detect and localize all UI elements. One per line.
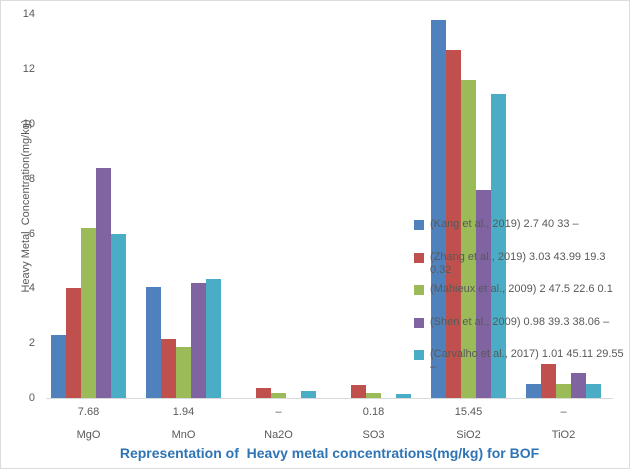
bar-SO3-series3 — [366, 393, 381, 398]
legend-label: (Zhang et al., 2019) 3.03 43.99 19.3 0.32 — [430, 251, 606, 276]
x-category-label: SiO2 — [456, 429, 481, 441]
legend-swatch-icon — [414, 318, 424, 328]
bar-MgO-series3 — [81, 228, 96, 398]
legend-swatch-icon — [414, 285, 424, 295]
y-axis-title: Heavy Metal Concentration(mg/kg) — [20, 119, 32, 293]
bar-Na2O-series2 — [256, 388, 271, 398]
bar-SO3-series5 — [396, 394, 411, 398]
y-tick-label: 14 — [22, 8, 35, 21]
bar-Na2O-series5 — [301, 391, 316, 398]
legend-item: (Kang et al., 2019) 2.7 40 33 – — [414, 218, 579, 231]
legend-swatch-icon — [414, 220, 424, 230]
x-value-label: – — [560, 406, 567, 418]
chart-title: Representation of Heavy metal concentrat… — [119, 445, 540, 461]
x-category-label: MnO — [171, 429, 196, 441]
bar-MnO-series4 — [191, 283, 206, 398]
x-value-label: 0.18 — [362, 406, 385, 418]
bar-MnO-series2 — [161, 339, 176, 398]
legend-item: (Carvalho et al., 2017) 1.01 45.11 29.55… — [414, 348, 624, 374]
y-tick-label: 0 — [28, 392, 35, 404]
x-value-label: 15.45 — [454, 406, 483, 418]
legend-label: (Kang et al., 2019) 2.7 40 33 – — [430, 218, 579, 230]
bar-SiO2-series1 — [431, 20, 446, 398]
bar-SiO2-series5 — [491, 94, 506, 398]
x-category-label: TiO2 — [551, 429, 576, 441]
x-category-label: SO3 — [362, 429, 385, 441]
bar-SiO2-series3 — [461, 80, 476, 398]
bar-MgO-series4 — [96, 168, 111, 398]
y-tick-label: 2 — [28, 337, 35, 350]
legend-label: (Shen et al., 2009) 0.98 39.3 38.06 – — [430, 316, 610, 328]
legend-swatch-icon — [414, 350, 424, 360]
x-value-label: 1.94 — [172, 406, 195, 418]
legend-swatch-icon — [414, 253, 424, 263]
bar-SO3-series2 — [351, 385, 366, 398]
legend-label: (Carvalho et al., 2017) 1.01 45.11 29.55… — [430, 348, 624, 373]
legend-item: (Shen et al., 2009) 0.98 39.3 38.06 – — [414, 316, 609, 329]
bar-TiO2-series5 — [586, 384, 601, 398]
bar-MgO-series1 — [51, 335, 66, 398]
y-tick-label: 4 — [28, 282, 35, 295]
bar-Na2O-series3 — [271, 393, 286, 398]
x-value-label: 7.68 — [77, 406, 100, 418]
y-tick-label: 12 — [22, 63, 35, 76]
legend-item: (Zhang et al., 2019) 3.03 43.99 19.3 0.32 — [414, 251, 606, 277]
x-axis-line — [46, 398, 613, 399]
bar-MgO-series5 — [111, 234, 126, 398]
bar-TiO2-series2 — [541, 364, 556, 398]
bar-MnO-series1 — [146, 287, 161, 398]
legend-item: (Mahieux et al., 2009) 2 47.5 22.6 0.1 — [414, 283, 613, 296]
bar-SiO2-series2 — [446, 50, 461, 398]
y-tick-label: 8 — [28, 172, 35, 185]
bar-SiO2-series4 — [476, 190, 491, 398]
y-tick-label: 6 — [28, 227, 35, 240]
y-tick-label: 10 — [22, 118, 35, 130]
legend-label: (Mahieux et al., 2009) 2 47.5 22.6 0.1 — [430, 283, 613, 295]
x-value-label: – — [275, 406, 282, 418]
x-category-label: Na2O — [264, 429, 293, 441]
bar-MnO-series5 — [206, 279, 221, 398]
bar-MgO-series2 — [66, 288, 81, 398]
x-category-label: MgO — [76, 429, 101, 441]
bar-TiO2-series3 — [556, 384, 571, 398]
bar-TiO2-series4 — [571, 373, 586, 398]
bar-MnO-series3 — [176, 347, 191, 398]
bar-TiO2-series1 — [526, 384, 541, 398]
